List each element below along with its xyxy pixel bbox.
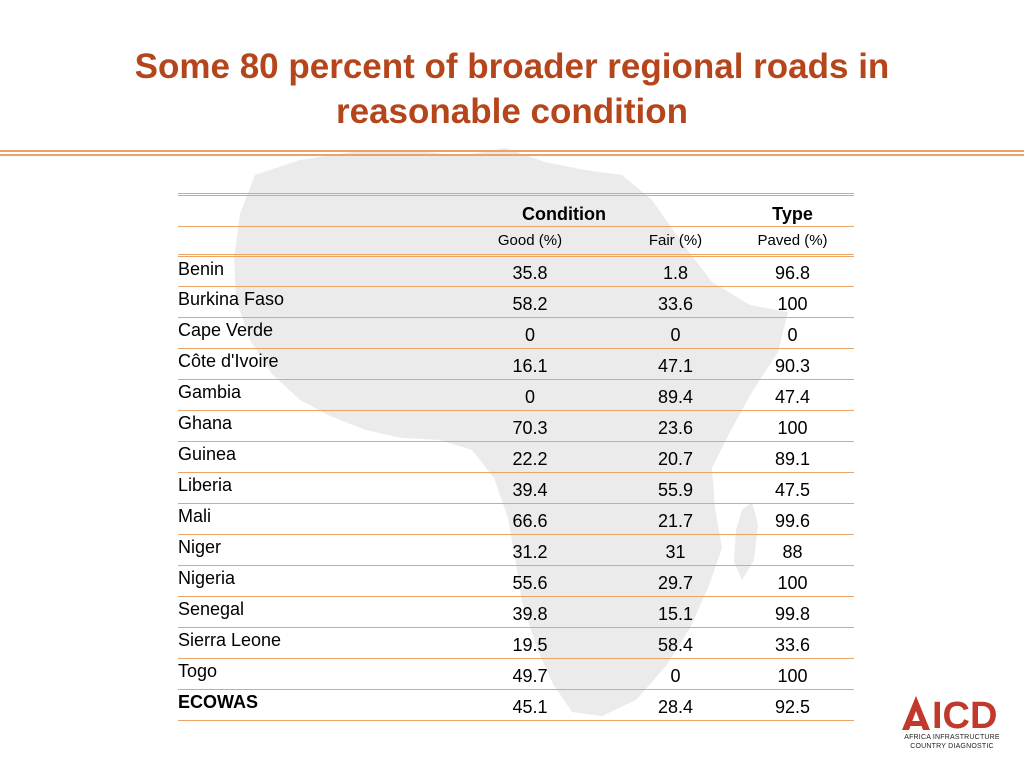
paved-cell: 100 <box>731 286 855 318</box>
table-row: Ghana 70.3 23.6 100 <box>178 410 855 442</box>
good-cell: 22.2 <box>440 441 620 473</box>
country-cell: Ghana <box>178 410 440 442</box>
road-condition-table: Condition Type Good (%) Fair (%) Paved (… <box>178 193 855 721</box>
good-cell: 55.6 <box>440 565 620 597</box>
fair-cell: 29.7 <box>620 565 732 597</box>
paved-cell: 89.1 <box>731 441 855 473</box>
fair-cell: 31 <box>620 534 732 566</box>
country-cell: Togo <box>178 658 440 690</box>
good-cell: 0 <box>440 379 620 411</box>
table-group-header-row: Condition Type <box>178 193 855 227</box>
fair-cell: 0 <box>620 317 732 349</box>
table-row: Côte d'Ivoire 16.1 47.1 90.3 <box>178 348 855 380</box>
country-cell: Burkina Faso <box>178 286 440 318</box>
country-cell: Senegal <box>178 596 440 628</box>
good-cell: 35.8 <box>440 255 620 287</box>
good-cell: 45.1 <box>440 689 620 721</box>
paved-cell: 100 <box>731 658 855 690</box>
country-cell: Sierra Leone <box>178 627 440 659</box>
table-row: Gambia 0 89.4 47.4 <box>178 379 855 411</box>
good-cell: 66.6 <box>440 503 620 535</box>
good-column-header: Good (%) <box>440 226 620 257</box>
slide-title: Some 80 percent of broader regional road… <box>134 47 890 131</box>
table-row: Togo 49.7 0 100 <box>178 658 855 690</box>
aicd-wordmark-text: ICD <box>932 695 997 731</box>
paved-cell: 88 <box>731 534 855 566</box>
condition-group-header: Condition <box>440 193 732 227</box>
table-row: Senegal 39.8 15.1 99.8 <box>178 596 855 628</box>
fair-cell: 33.6 <box>620 286 732 318</box>
table-row: Sierra Leone 19.5 58.4 33.6 <box>178 627 855 659</box>
paved-cell: 99.8 <box>731 596 855 628</box>
fair-cell: 28.4 <box>620 689 732 721</box>
table-row: Benin 35.8 1.8 96.8 <box>178 255 855 287</box>
paved-cell: 100 <box>731 565 855 597</box>
country-column-header <box>178 226 440 257</box>
title-divider-secondary <box>0 154 1024 156</box>
good-cell: 49.7 <box>440 658 620 690</box>
table-row: Cape Verde 0 0 0 <box>178 317 855 349</box>
paved-cell: 47.4 <box>731 379 855 411</box>
table-sub-header-row: Good (%) Fair (%) Paved (%) <box>178 226 855 257</box>
table-row: Guinea 22.2 20.7 89.1 <box>178 441 855 473</box>
logo-subtitle-line1: AFRICA INFRASTRUCTURE <box>904 734 1000 741</box>
fair-cell: 0 <box>620 658 732 690</box>
table-total-row: ECOWAS 45.1 28.4 92.5 <box>178 689 855 721</box>
paved-cell: 92.5 <box>731 689 855 721</box>
paved-cell: 0 <box>731 317 855 349</box>
fair-cell: 1.8 <box>620 255 732 287</box>
good-cell: 16.1 <box>440 348 620 380</box>
good-cell: 0 <box>440 317 620 349</box>
title-divider <box>0 150 1024 152</box>
fair-cell: 23.6 <box>620 410 732 442</box>
country-cell: Niger <box>178 534 440 566</box>
fair-cell: 21.7 <box>620 503 732 535</box>
good-cell: 39.8 <box>440 596 620 628</box>
country-cell: Liberia <box>178 472 440 504</box>
good-cell: 58.2 <box>440 286 620 318</box>
logo-subtitle-line2: COUNTRY DIAGNOSTIC <box>910 743 994 750</box>
fair-cell: 89.4 <box>620 379 732 411</box>
country-cell: Guinea <box>178 441 440 473</box>
fair-cell: 47.1 <box>620 348 732 380</box>
good-cell: 19.5 <box>440 627 620 659</box>
table-row: Niger 31.2 31 88 <box>178 534 855 566</box>
total-label-cell: ECOWAS <box>178 689 440 721</box>
table-row: Liberia 39.4 55.9 47.5 <box>178 472 855 504</box>
paved-cell: 90.3 <box>731 348 855 380</box>
paved-cell: 96.8 <box>731 255 855 287</box>
type-group-header: Type <box>731 193 855 227</box>
aicd-wordmark: ICD <box>902 695 997 731</box>
table-row: Burkina Faso 58.2 33.6 100 <box>178 286 855 318</box>
country-cell: Benin <box>178 255 440 287</box>
country-group-header <box>178 193 440 227</box>
paved-cell: 33.6 <box>731 627 855 659</box>
table-row: Mali 66.6 21.7 99.6 <box>178 503 855 535</box>
table-row: Nigeria 55.6 29.7 100 <box>178 565 855 597</box>
country-cell: Mali <box>178 503 440 535</box>
fair-cell: 55.9 <box>620 472 732 504</box>
good-cell: 39.4 <box>440 472 620 504</box>
good-cell: 31.2 <box>440 534 620 566</box>
country-cell: Côte d'Ivoire <box>178 348 440 380</box>
fair-cell: 20.7 <box>620 441 732 473</box>
country-cell: Cape Verde <box>178 317 440 349</box>
good-cell: 70.3 <box>440 410 620 442</box>
paved-column-header: Paved (%) <box>731 226 855 257</box>
country-cell: Gambia <box>178 379 440 411</box>
paved-cell: 100 <box>731 410 855 442</box>
fair-cell: 15.1 <box>620 596 732 628</box>
fair-cell: 58.4 <box>620 627 732 659</box>
aicd-logo: ICD AFRICA INFRASTRUCTURE COUNTRY DIAGNO… <box>896 693 1008 757</box>
paved-cell: 47.5 <box>731 472 855 504</box>
fair-column-header: Fair (%) <box>620 226 732 257</box>
country-cell: Nigeria <box>178 565 440 597</box>
paved-cell: 99.6 <box>731 503 855 535</box>
